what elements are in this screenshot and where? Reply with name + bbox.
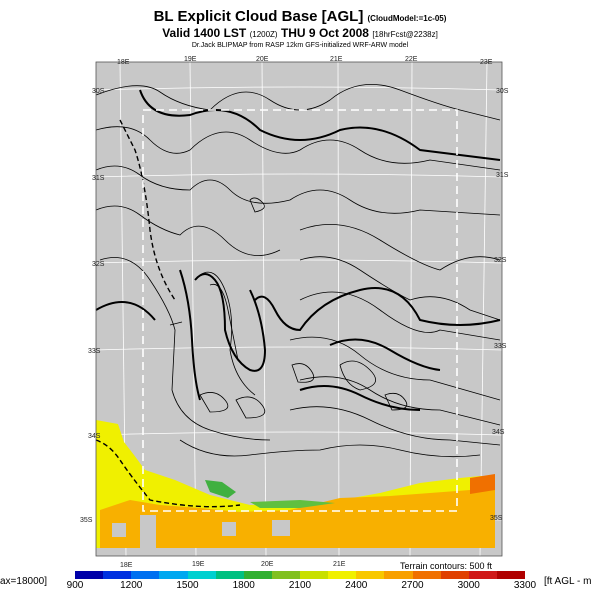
lon-labels-top: 18E 19E 20E 21E 22E 23E (117, 56, 493, 66)
lon-label: 20E (261, 561, 274, 568)
colorbar-tick-label: 3000 (457, 580, 480, 591)
cloud-base-green-2 (250, 500, 335, 508)
colorbar-swatch (412, 571, 441, 579)
valid-time: Valid 1400 LST (1200Z) THU 9 Oct 2008 [1… (162, 26, 438, 40)
cloud-base-green (205, 480, 236, 498)
colorbar-tick-label: 2700 (401, 580, 424, 591)
map-border (95, 61, 503, 557)
lon-label: 21E (333, 561, 346, 568)
lat-label: 32S (494, 257, 507, 264)
colorbar-tick-label: 3300 (513, 580, 537, 591)
model-credit: Dr.Jack BLIPMAP from RASP 12km GFS-initi… (191, 42, 409, 49)
lat-label: 35S (80, 517, 93, 524)
terrain-contour-note: Terrain contours: 500 ft (400, 561, 493, 571)
colorbar-swatch (328, 571, 357, 579)
no-cloud-patch (112, 523, 126, 537)
colorbar (75, 571, 525, 579)
colorbar-tick-label: 1800 (232, 580, 255, 591)
colorbar-swatch (496, 571, 525, 579)
lat-labels-right: 30S 31S 32S 33S 34S 35S (490, 88, 509, 522)
colorbar-swatch (103, 571, 132, 579)
colorbar-unit-label: [ft AGL - m (544, 576, 592, 587)
no-cloud-patch (272, 520, 290, 536)
lon-label: 19E (192, 561, 205, 568)
lon-label: 18E (120, 562, 133, 569)
lat-label: 34S (492, 429, 505, 436)
inner-domain-box (142, 109, 458, 512)
lat-label: 31S (496, 172, 509, 179)
lon-label: 21E (330, 56, 343, 63)
lon-labels-bottom: 18E 19E 20E 21E (120, 561, 346, 569)
colorbar-tick-label: 900 (66, 580, 84, 591)
colorbar-swatch (131, 571, 160, 579)
lat-label: 33S (494, 343, 507, 350)
colorbar-swatch (187, 571, 216, 579)
colorbar-tick-label: 2100 (288, 580, 312, 591)
colorbar-swatch (468, 571, 497, 579)
lon-label: 19E (184, 56, 197, 63)
cloud-base-deep-orange (470, 474, 495, 494)
no-cloud-patch (222, 522, 236, 536)
colorbar-tick-label: 2400 (345, 580, 368, 591)
lon-label: 23E (480, 59, 493, 66)
lat-labels-left: 30S 31S 32S 33S 34S 35S (80, 88, 105, 524)
terrain-contours (95, 84, 501, 458)
terrain-contours-bold (95, 89, 501, 411)
colorbar-min-label: ax=18000] (0, 576, 47, 587)
lon-label: 18E (117, 59, 130, 66)
colorbar-swatch (356, 571, 385, 579)
lon-label: 22E (405, 56, 418, 63)
colorbar-swatch (75, 571, 104, 579)
chart-title: BL Explicit Cloud Base [AGL] (CloudModel… (153, 8, 447, 25)
lat-label: 33S (88, 348, 101, 355)
cloud-base-orange (100, 488, 495, 548)
colorbar-swatch (215, 571, 244, 579)
cloud-base-shading (96, 420, 495, 548)
colorbar-swatch (440, 571, 469, 579)
colorbar-tick-label: 1200 (120, 580, 143, 591)
colorbar-tick-label: 1500 (176, 580, 199, 591)
map-background (96, 62, 502, 556)
colorbar-swatch (300, 571, 329, 579)
coastline (95, 119, 241, 508)
lat-label: 34S (88, 433, 101, 440)
colorbar-swatch (159, 571, 188, 579)
lat-label: 30S (92, 88, 105, 95)
lat-label: 30S (496, 88, 509, 95)
lon-label: 20E (256, 56, 269, 63)
no-cloud-patch (140, 515, 156, 548)
lat-label: 35S (490, 515, 503, 522)
colorbar-swatch (384, 571, 413, 579)
lat-label: 32S (92, 261, 105, 268)
colorbar-swatch (243, 571, 272, 579)
colorbar-swatch (271, 571, 300, 579)
lat-label: 31S (92, 175, 105, 182)
